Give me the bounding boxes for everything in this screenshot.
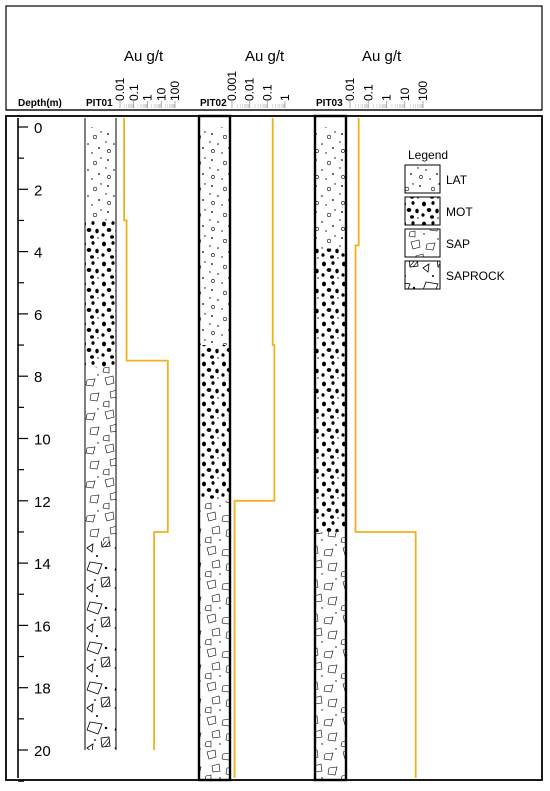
depth-tick-label: 14 xyxy=(34,556,51,573)
depth-tick-label: 4 xyxy=(34,245,42,262)
legend-swatch-mot xyxy=(404,196,441,226)
pit-pit02: PIT02 Au g/t 0.001 0.01 0.1 1 xyxy=(197,48,292,782)
au-grade-line xyxy=(233,118,276,778)
legend-swatch-saprock xyxy=(404,260,441,290)
lithology-lat xyxy=(315,127,346,249)
au-grade-line xyxy=(354,118,417,778)
au-tick-label: 0.01 xyxy=(243,77,257,101)
au-tick-label: 0.01 xyxy=(113,77,127,101)
au-axis-title: Au g/t xyxy=(245,48,285,65)
au-tick-label: 0.1 xyxy=(361,84,375,101)
pit-column-frame xyxy=(197,114,232,782)
legend-label: SAPROCK xyxy=(446,269,505,283)
depth-tick-label: 18 xyxy=(34,681,51,698)
legend-swatch-sap xyxy=(404,228,441,258)
legend-title: Legend xyxy=(408,148,448,162)
depth-tick-label: 10 xyxy=(34,432,51,449)
depth-axis-label: Depth(m) xyxy=(18,98,62,109)
au-tick-label: 0.1 xyxy=(260,84,274,101)
depth-tick-label: 0 xyxy=(34,120,42,137)
legend-label: SAP xyxy=(446,237,470,251)
pit-name-label: PIT02 xyxy=(200,98,227,109)
lithology-sap xyxy=(199,500,230,782)
depth-axis-ticks: 0 2 4 6 8 10 12 14 16 18 20 xyxy=(18,120,51,782)
au-tick-label: 10 xyxy=(154,87,168,101)
pit-column-frame xyxy=(313,114,348,782)
pit-pit03: PIT03 Au g/t 0.01 0.1 1 10 100 xyxy=(313,48,430,782)
depth-tick-label: 6 xyxy=(34,307,42,324)
legend-label: MOT xyxy=(446,205,473,219)
lithology-saprock xyxy=(85,541,116,750)
legend: Legend LAT MOT SAP SAPROCK xyxy=(404,148,505,290)
au-tick-label: 0.001 xyxy=(225,71,239,101)
au-grade-line xyxy=(123,118,169,750)
lithology-mot xyxy=(85,220,116,367)
pit-name-label: PIT01 xyxy=(86,98,113,109)
depth-tick-label: 2 xyxy=(34,182,42,199)
depth-tick-label: 16 xyxy=(34,618,51,635)
lithology-mot xyxy=(199,345,230,501)
legend-label: LAT xyxy=(446,173,468,187)
depth-tick-label: 20 xyxy=(34,743,51,760)
au-tick-label: 100 xyxy=(168,81,182,101)
au-tick-label: 1 xyxy=(380,94,394,101)
depth-tick-label: 12 xyxy=(34,494,51,511)
au-axis-title: Au g/t xyxy=(362,48,402,65)
depth-tick-label: 8 xyxy=(34,369,42,386)
log-frame xyxy=(5,115,543,781)
lithology-mot xyxy=(315,248,346,532)
lithology-lat xyxy=(85,127,116,221)
au-tick-label: 100 xyxy=(416,81,430,101)
lithology-sap xyxy=(85,366,116,542)
au-tick-label: 0.01 xyxy=(343,77,357,101)
au-tick-label: 0.1 xyxy=(127,84,141,101)
lithology-lat xyxy=(199,127,230,346)
legend-swatch-lat xyxy=(404,164,441,194)
pit-pit01: PIT01 Au g/t 0.01 0.1 1 10 100 xyxy=(84,48,182,750)
pit-name-label: PIT03 xyxy=(316,98,343,109)
lithology-sap xyxy=(315,531,346,782)
au-tick-label: 10 xyxy=(398,87,412,101)
au-axis-title: Au g/t xyxy=(124,48,164,65)
au-tick-label: 1 xyxy=(141,94,155,101)
au-tick-label: 1 xyxy=(278,94,292,101)
